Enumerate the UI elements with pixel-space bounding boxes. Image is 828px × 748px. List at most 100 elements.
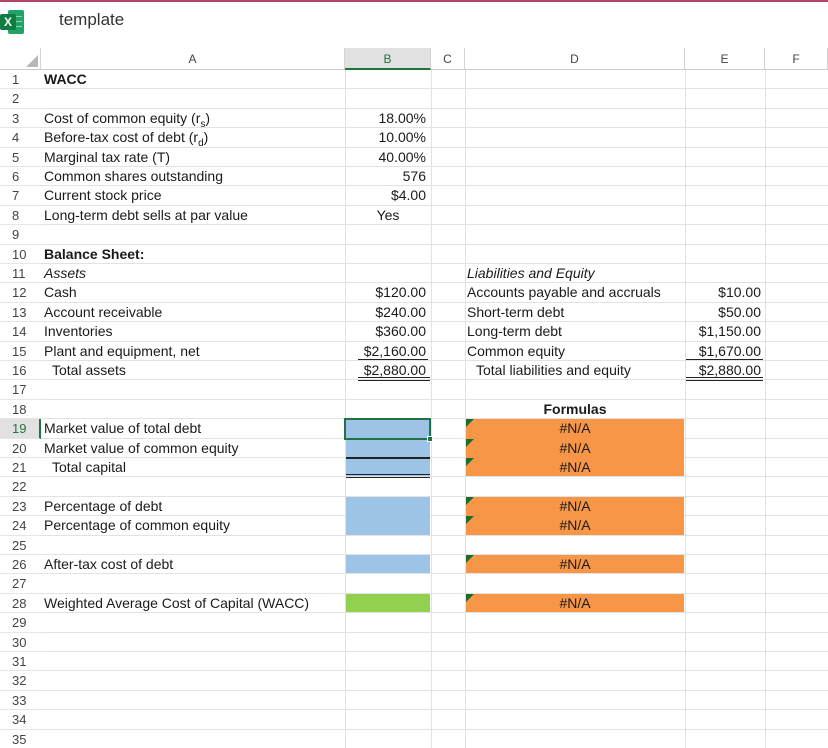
row-header-17[interactable]: 17 bbox=[0, 380, 41, 400]
gridline-horizontal bbox=[41, 127, 828, 129]
row-header-19[interactable]: 19 bbox=[0, 419, 41, 439]
double-underline bbox=[358, 377, 430, 382]
row-header-16[interactable]: 16 bbox=[0, 361, 41, 381]
formula-result: #N/A bbox=[559, 459, 591, 475]
row-header-25[interactable]: 25 bbox=[0, 536, 41, 555]
asset-label: Account receivable bbox=[44, 303, 163, 320]
row-header-12[interactable]: 12 bbox=[0, 283, 41, 303]
error-indicator-icon bbox=[466, 555, 474, 563]
subscript: d bbox=[198, 137, 204, 149]
row-header-7[interactable]: 7 bbox=[0, 186, 41, 206]
liability-label: Total liabilities and equity bbox=[476, 362, 631, 378]
row-header-8[interactable]: 8 bbox=[0, 206, 41, 226]
row-header-3[interactable]: 3 bbox=[0, 109, 41, 129]
gridline-horizontal bbox=[41, 379, 828, 381]
row-header-10[interactable]: 10 bbox=[0, 245, 41, 264]
formula-result: #N/A bbox=[559, 594, 591, 611]
column-header-f[interactable]: F bbox=[765, 48, 828, 70]
gridline-vertical bbox=[431, 70, 432, 748]
row-header-1[interactable]: 1 bbox=[0, 70, 41, 90]
formula-cell-wacc[interactable] bbox=[466, 593, 684, 613]
gridline-horizontal bbox=[41, 476, 828, 478]
input-label: Common shares outstanding bbox=[44, 168, 223, 184]
liability-value: $1,150.00 bbox=[698, 323, 761, 340]
row-header-23[interactable]: 23 bbox=[0, 497, 41, 517]
formula-cells-percentages[interactable] bbox=[466, 496, 684, 535]
row-header-20[interactable]: 20 bbox=[0, 439, 41, 458]
row-header-28[interactable]: 28 bbox=[0, 594, 41, 614]
balance-sheet-title: Balance Sheet: bbox=[44, 245, 145, 262]
input-label: Before-tax cost of debt (rd) bbox=[44, 129, 209, 149]
gridline-horizontal bbox=[41, 495, 828, 497]
gridline-horizontal bbox=[41, 340, 828, 342]
input-cells-percentages[interactable] bbox=[346, 496, 430, 535]
gridline-horizontal bbox=[41, 592, 828, 594]
title-bar: X template bbox=[0, 2, 828, 44]
asset-value: $2,880.00 bbox=[363, 362, 426, 378]
error-indicator-icon bbox=[466, 438, 474, 447]
error-indicator-icon bbox=[466, 458, 474, 466]
double-underline bbox=[346, 474, 430, 479]
gridline-horizontal bbox=[41, 166, 828, 167]
column-header-a[interactable]: A bbox=[41, 48, 345, 70]
row-header-32[interactable]: 32 bbox=[0, 671, 41, 691]
row-header-14[interactable]: 14 bbox=[0, 322, 41, 342]
row-header-34[interactable]: 34 bbox=[0, 710, 41, 730]
input-cells-capital[interactable] bbox=[346, 419, 430, 477]
fill-handle[interactable] bbox=[427, 435, 433, 442]
formula-cells-capital[interactable] bbox=[466, 419, 684, 477]
gridline-horizontal bbox=[41, 418, 828, 420]
row-header-2[interactable]: 2 bbox=[0, 89, 41, 109]
gridline-horizontal bbox=[41, 631, 828, 633]
row-header-30[interactable]: 30 bbox=[0, 633, 41, 652]
liability-value: $10.00 bbox=[718, 284, 761, 301]
select-all-corner[interactable] bbox=[0, 48, 41, 70]
formula-cell-after-tax-debt[interactable] bbox=[466, 555, 684, 574]
liability-label: Common equity bbox=[467, 342, 566, 359]
column-header-e[interactable]: E bbox=[685, 48, 765, 70]
calc-label: Percentage of debt bbox=[44, 497, 163, 514]
row-header-6[interactable]: 6 bbox=[0, 167, 41, 187]
row-header-11[interactable]: 11 bbox=[0, 264, 41, 284]
row-header-35[interactable]: 35 bbox=[0, 730, 41, 748]
row-header-29[interactable]: 29 bbox=[0, 613, 41, 633]
row-header-31[interactable]: 31 bbox=[0, 652, 41, 672]
row-header-9[interactable]: 9 bbox=[0, 225, 41, 245]
gridline-horizontal bbox=[41, 670, 828, 672]
error-indicator-icon bbox=[466, 593, 474, 602]
row-header-24[interactable]: 24 bbox=[0, 516, 41, 536]
gridline-vertical bbox=[465, 70, 466, 748]
gridline-horizontal bbox=[41, 107, 828, 109]
column-header-d[interactable]: D bbox=[465, 48, 685, 70]
row-header-22[interactable]: 22 bbox=[0, 477, 41, 497]
input-value: 40.00% bbox=[378, 148, 426, 165]
gridline-horizontal bbox=[41, 573, 828, 575]
input-label: Current stock price bbox=[44, 187, 162, 204]
formula-result: #N/A bbox=[559, 439, 591, 456]
column-header-c[interactable]: C bbox=[431, 48, 465, 70]
liability-value: $1,670.00 bbox=[698, 342, 761, 359]
gridline-horizontal bbox=[41, 554, 828, 555]
gridline-horizontal bbox=[41, 398, 828, 400]
row-header-26[interactable]: 26 bbox=[0, 555, 41, 575]
formula-result: #N/A bbox=[559, 420, 591, 437]
row-header-27[interactable]: 27 bbox=[0, 574, 41, 594]
active-cell-b19[interactable] bbox=[344, 418, 433, 442]
row-header-21[interactable]: 21 bbox=[0, 458, 41, 478]
gridline-vertical bbox=[345, 70, 346, 748]
error-indicator-icon bbox=[466, 496, 474, 505]
row-header-13[interactable]: 13 bbox=[0, 303, 41, 323]
calc-label: After-tax cost of debt bbox=[44, 556, 174, 572]
row-header-5[interactable]: 5 bbox=[0, 148, 41, 167]
row-header-15[interactable]: 15 bbox=[0, 342, 41, 361]
row-header-4[interactable]: 4 bbox=[0, 128, 41, 148]
input-cell-after-tax-debt[interactable] bbox=[346, 555, 430, 574]
column-header-b[interactable]: B bbox=[345, 48, 431, 70]
sheet-title: WACC bbox=[44, 71, 87, 87]
liabilities-heading: Liabilities and Equity bbox=[467, 265, 595, 281]
liability-value: $2,880.00 bbox=[698, 362, 761, 378]
row-header-33[interactable]: 33 bbox=[0, 691, 41, 711]
wacc-result-cell[interactable] bbox=[346, 593, 430, 613]
spreadsheet-grid[interactable]: A B C D E F 1 2 3 4 5 6 7 8 9 10 11 12 13 14 15 16 17 18 19 20 21 2… bbox=[0, 48, 828, 748]
row-header-18[interactable]: 18 bbox=[0, 400, 41, 420]
